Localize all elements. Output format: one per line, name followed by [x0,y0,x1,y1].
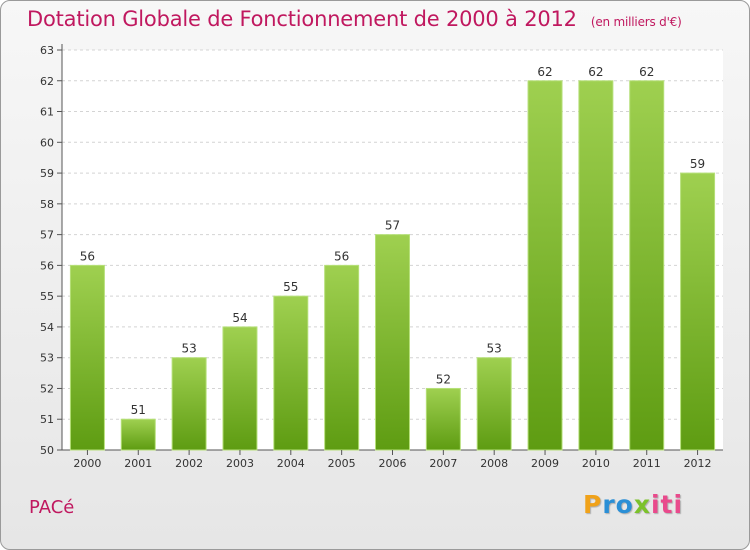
bar-value-label: 53 [181,342,196,356]
x-tick-label: 2006 [379,457,407,470]
logo-letters-ro: ro [602,490,634,519]
y-tick-label: 54 [40,321,54,334]
x-tick-label: 2010 [582,457,610,470]
bar [69,264,105,451]
y-tick-label: 58 [40,198,54,211]
bar [527,80,563,451]
x-tick-label: 2011 [633,457,661,470]
bar-value-label: 56 [334,249,349,263]
bar [578,80,614,451]
y-tick-label: 56 [40,259,54,272]
bar-value-label: 62 [537,65,552,79]
logo-letter-p: P [583,490,603,519]
y-tick-label: 63 [40,44,54,57]
x-tick-label: 2002 [175,457,203,470]
bar [273,295,309,451]
y-tick-label: 55 [40,290,54,303]
bar-value-label: 52 [436,372,451,386]
bar [425,387,461,451]
bar-value-label: 56 [80,249,95,263]
bar-value-label: 54 [232,311,247,325]
x-tick-label: 2009 [531,457,559,470]
logo-letter-x: x [633,490,651,519]
x-tick-label: 2007 [429,457,457,470]
bar-value-label: 51 [131,403,146,417]
y-tick-label: 57 [40,229,54,242]
y-tick-label: 59 [40,167,54,180]
chart-title-text: Dotation Globale de Fonctionnement de 20… [27,7,577,31]
x-tick-label: 2003 [226,457,254,470]
commune-name: PACé [29,497,75,518]
bar-value-label: 62 [588,65,603,79]
bar [629,80,665,451]
y-tick-label: 60 [40,136,54,149]
y-tick-label: 51 [40,413,54,426]
bar [120,418,156,451]
proxiti-logo: Proxiti [583,490,683,519]
logo-letters-iti: iti [650,490,684,519]
y-tick-label: 53 [40,352,54,365]
bar-value-label: 59 [690,157,705,171]
bar [680,172,716,451]
y-tick-label: 50 [40,444,54,457]
bar-value-label: 53 [487,342,502,356]
bar [171,357,207,451]
x-tick-label: 2000 [73,457,101,470]
bar-value-label: 55 [283,280,298,294]
x-tick-label: 2012 [684,457,712,470]
x-tick-label: 2005 [328,457,356,470]
y-tick-label: 52 [40,382,54,395]
bar [222,326,258,451]
x-tick-label: 2004 [277,457,305,470]
bar [324,264,360,451]
bar-value-label: 57 [385,219,400,233]
bar [375,234,410,451]
x-tick-label: 2008 [480,457,508,470]
y-tick-label: 62 [40,75,54,88]
x-tick-label: 2001 [124,457,152,470]
chart-title: Dotation Globale de Fonctionnement de 20… [27,7,682,31]
y-tick-label: 61 [40,106,54,119]
bar-value-label: 62 [639,65,654,79]
bar [476,357,512,451]
chart-unit: (en milliers d'€) [590,15,682,29]
